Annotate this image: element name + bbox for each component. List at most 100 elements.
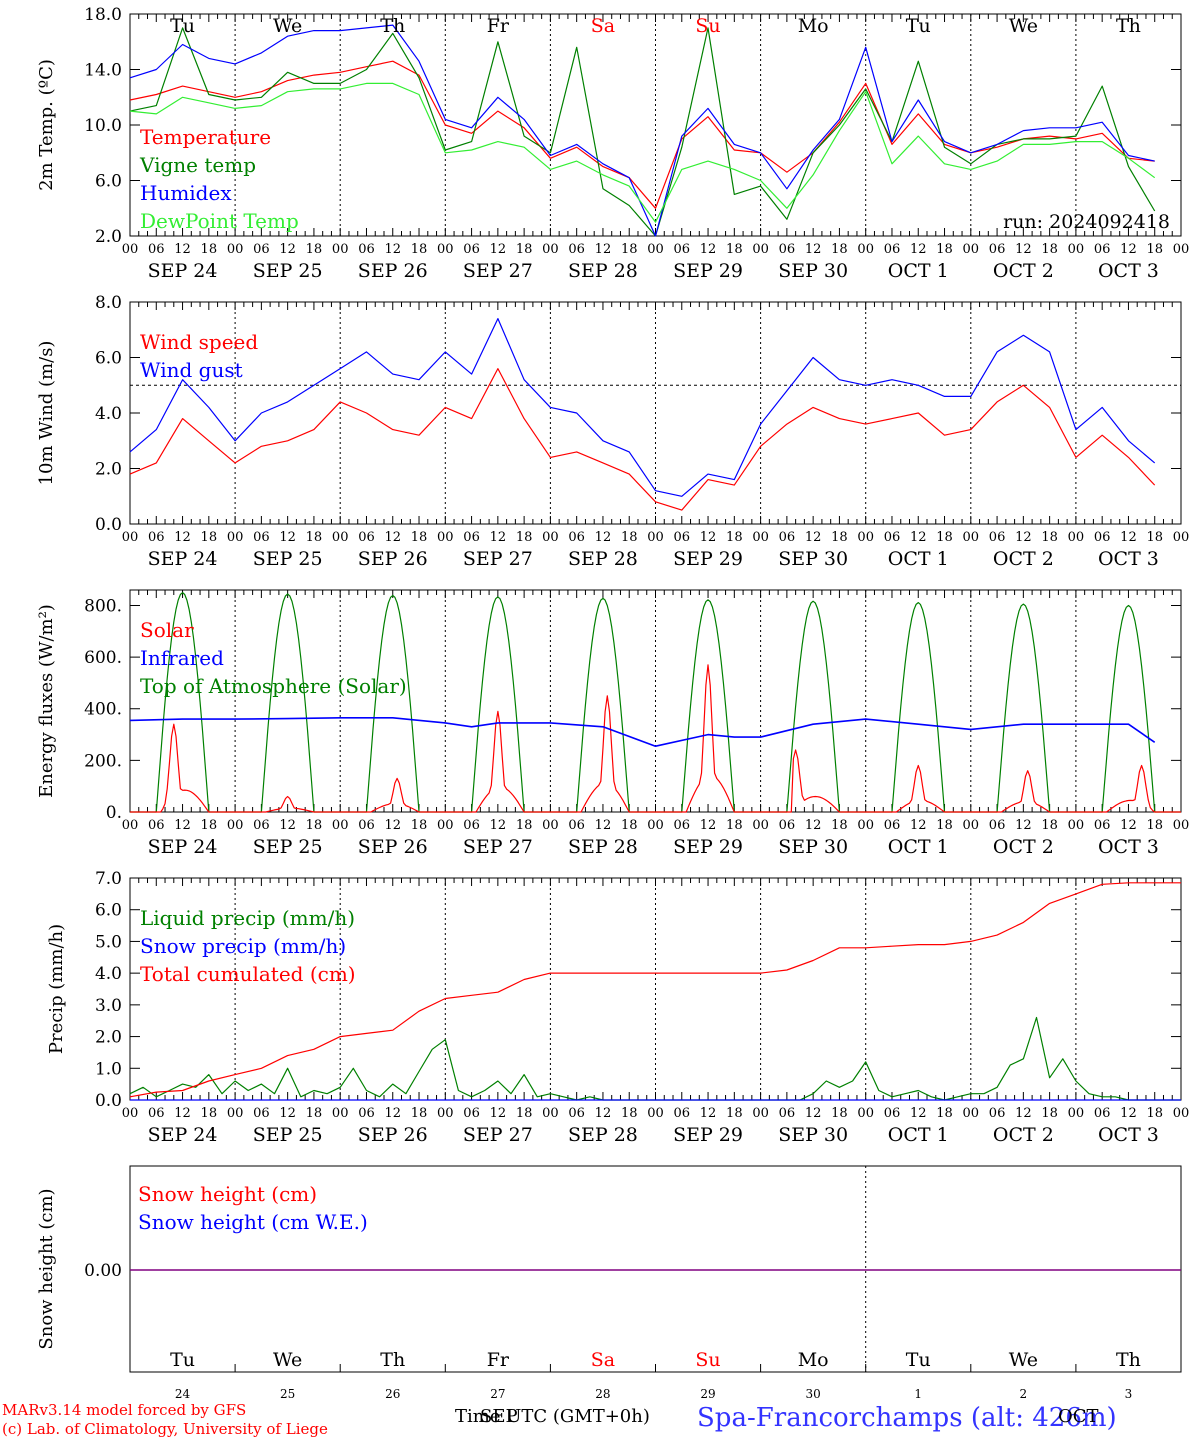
legend-wind-gust: Wind gust: [140, 358, 243, 382]
hour-tick-label: 06: [884, 1106, 901, 1121]
hour-tick-label: 18: [306, 1106, 323, 1121]
hour-tick-label: 00: [647, 530, 664, 545]
date-label: OCT 1: [888, 548, 949, 570]
legend-liquid-precip-mm-h: Liquid precip (mm/h): [140, 906, 355, 930]
hour-tick-label: 06: [568, 242, 585, 257]
date-label: SEP 30: [778, 260, 848, 282]
hour-tick-label: 18: [831, 242, 848, 257]
y-tick-label: 7.0: [95, 869, 122, 889]
date-label: SEP 30: [778, 548, 848, 570]
y-tick-label: 0.: [106, 803, 122, 823]
legend-snow-precip-mm-h: Snow precip (mm/h): [140, 934, 346, 958]
date-label: OCT 3: [1098, 836, 1159, 858]
hour-tick-label: 06: [674, 818, 691, 833]
hour-tick-label: 12: [910, 1106, 927, 1121]
hour-tick-label: 12: [595, 818, 612, 833]
hour-tick-label: 06: [568, 530, 585, 545]
hour-tick-label: 00: [542, 1106, 559, 1121]
y-tick-label: 10.0: [84, 116, 122, 136]
date-label: SEP 29: [673, 548, 743, 570]
hour-tick-label: 00: [122, 242, 139, 257]
station-label: Spa-Francorchamps (alt: 426m): [697, 1403, 1117, 1433]
hour-tick-label: 18: [936, 530, 953, 545]
hour-tick-label: 00: [227, 530, 244, 545]
hour-tick-label: 18: [201, 530, 218, 545]
date-label: SEP 25: [253, 836, 323, 858]
hour-tick-label: 18: [1041, 530, 1058, 545]
hour-tick-label: 00: [227, 242, 244, 257]
weekday-label: Tu: [170, 15, 195, 37]
hour-tick-label: 00: [542, 530, 559, 545]
time-axis-label: Time UTC (GMT+0h): [455, 1406, 650, 1427]
date-label: OCT 2: [993, 1124, 1054, 1146]
hour-tick-label: 00: [963, 818, 980, 833]
hour-tick-label: 18: [516, 1106, 533, 1121]
weekday-label: Th: [1116, 1349, 1141, 1371]
hour-tick-label: 12: [805, 1106, 822, 1121]
hour-tick-label: 06: [568, 1106, 585, 1121]
hour-tick-label: 06: [884, 530, 901, 545]
hour-tick-label: 06: [674, 1106, 691, 1121]
legend-infrared: Infrared: [140, 646, 224, 670]
day-number-label: 29: [700, 1387, 715, 1401]
date-label: SEP 29: [673, 260, 743, 282]
date-label: OCT 2: [993, 836, 1054, 858]
hour-tick-label: 12: [174, 818, 191, 833]
hour-tick-label: 18: [1146, 818, 1163, 833]
hour-tick-label: 18: [726, 818, 743, 833]
hour-tick-label: 18: [621, 242, 638, 257]
date-label: SEP 24: [148, 548, 218, 570]
hour-tick-label: 06: [884, 242, 901, 257]
hour-tick-label: 00: [437, 530, 454, 545]
hour-tick-label: 06: [253, 1106, 270, 1121]
hour-tick-label: 18: [621, 530, 638, 545]
month-mark-sep: SEP: [480, 1406, 518, 1427]
hour-tick-label: 06: [463, 242, 480, 257]
weekday-label: We: [273, 15, 302, 37]
hour-tick-label: 12: [1120, 242, 1137, 257]
hour-tick-label: 06: [674, 242, 691, 257]
date-label: OCT 3: [1098, 1124, 1159, 1146]
hour-tick-label: 12: [279, 1106, 296, 1121]
date-label: SEP 24: [148, 260, 218, 282]
y-tick-label: 4.0: [95, 964, 122, 984]
hour-tick-label: 12: [1120, 1106, 1137, 1121]
weekday-label: Mo: [798, 15, 829, 37]
y-axis-title: 10m Wind (m/s): [36, 341, 57, 486]
day-number-label: 3: [1125, 1387, 1133, 1401]
weekday-label: Th: [380, 15, 405, 37]
hour-tick-label: 00: [1068, 818, 1085, 833]
weekday-label: Th: [1116, 15, 1141, 37]
date-label: OCT 1: [888, 260, 949, 282]
hour-tick-label: 00: [332, 818, 349, 833]
hour-tick-label: 06: [989, 242, 1006, 257]
hour-tick-label: 18: [1041, 242, 1058, 257]
weekday-label: Fr: [487, 1349, 510, 1371]
hour-tick-label: 06: [253, 242, 270, 257]
date-label: SEP 28: [568, 1124, 638, 1146]
hour-tick-label: 06: [358, 242, 375, 257]
hour-tick-label: 00: [857, 530, 874, 545]
hour-tick-label: 00: [332, 1106, 349, 1121]
hour-tick-label: 06: [568, 818, 585, 833]
hour-tick-label: 18: [831, 1106, 848, 1121]
series-line-total-cumulated-cm: [129, 882, 1181, 1098]
hour-tick-label: 00: [332, 530, 349, 545]
hour-tick-label: 18: [1041, 818, 1058, 833]
series-line-wind-gust: [129, 318, 1156, 497]
hour-tick-label: 12: [279, 818, 296, 833]
hour-tick-label: 00: [752, 1106, 769, 1121]
date-label: SEP 27: [463, 260, 533, 282]
hour-tick-label: 00: [122, 1106, 139, 1121]
date-label: OCT 2: [993, 548, 1054, 570]
hour-tick-label: 06: [1094, 530, 1111, 545]
series-line-wind-speed: [129, 368, 1156, 511]
hour-tick-label: 06: [1094, 1106, 1111, 1121]
hour-tick-label: 12: [490, 1106, 507, 1121]
hour-tick-label: 00: [647, 1106, 664, 1121]
hour-tick-label: 18: [411, 242, 428, 257]
hour-tick-label: 00: [1068, 242, 1085, 257]
hour-tick-label: 06: [253, 530, 270, 545]
legend-total-cumulated-cm: Total cumulated (cm): [140, 962, 356, 986]
day-number-label: 24: [175, 1387, 191, 1401]
